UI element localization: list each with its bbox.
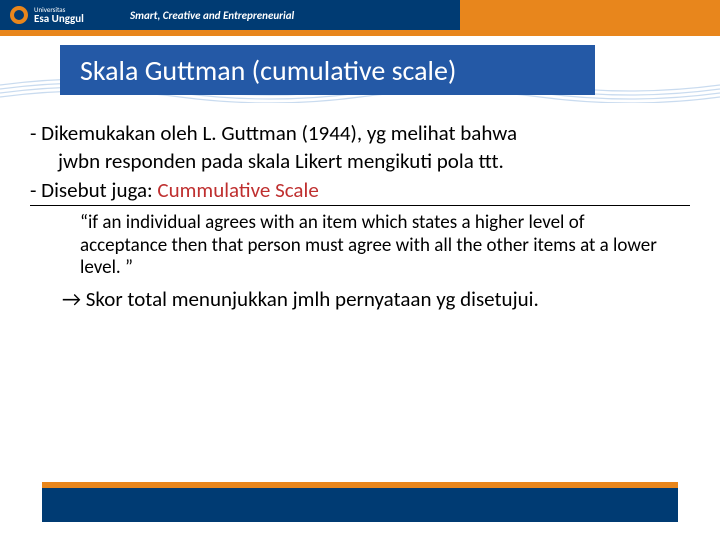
bullet-2: - Disebut juga: Cummulative Scale [30,177,690,206]
orange-stripe [0,30,720,36]
slide-title-box: Skala Guttman (cumulative scale) [60,45,595,95]
arrow-line: → Skor total menunjukkan jmlh pernyataan… [30,286,690,312]
bullet-1-line2: jwbn responden pada skala Likert mengiku… [30,148,690,174]
bullet-1-line1: - Dikemukakan oleh L. Guttman (1944), yg… [30,120,690,146]
quote: “if an individual agrees with an item wh… [30,212,690,280]
header-bar: Universitas Esa Unggul Smart, Creative a… [0,0,720,30]
orange-tab [460,0,720,30]
slide-content: - Dikemukakan oleh L. Guttman (1944), yg… [30,120,690,312]
logo: Universitas Esa Unggul [0,6,84,24]
logo-icon [10,6,28,24]
slide-title: Skala Guttman (cumulative scale) [80,53,456,88]
tagline: Smart, Creative and Entrepreneurial [130,9,294,22]
bullet-2-prefix: - Disebut juga: [30,177,157,203]
bullet-2-highlight: Cummulative Scale [157,177,318,203]
logo-text: Universitas Esa Unggul [34,6,84,24]
footer-bar [42,482,678,522]
logo-main: Esa Unggul [34,12,84,25]
